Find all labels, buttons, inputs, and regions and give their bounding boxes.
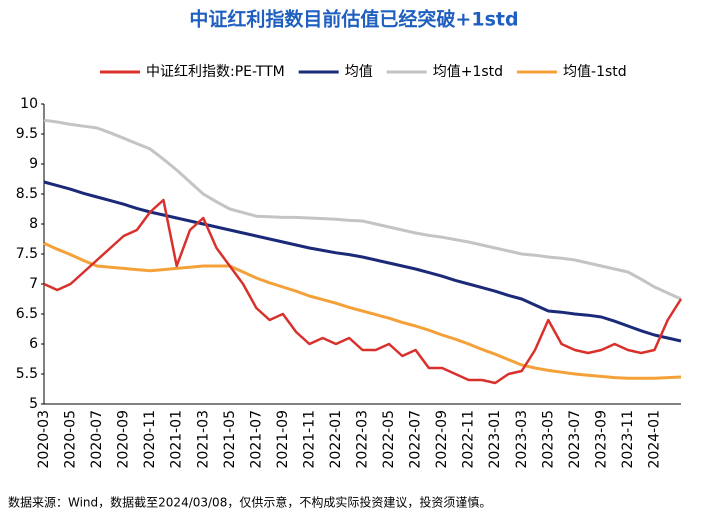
x-tick-label: 2020-07	[89, 410, 105, 469]
x-tick-label: 2022-11	[461, 410, 477, 469]
x-tick-label: 2024-01	[646, 410, 662, 469]
chart-title: 中证红利指数目前估值已经突破+1std	[189, 8, 518, 31]
x-tick-label: 2023-07	[567, 410, 583, 469]
legend-label: 均值+1std	[433, 64, 503, 80]
x-tick-label: 2021-07	[248, 410, 264, 469]
x-tick-label: 2020-05	[63, 410, 79, 469]
x-tick-label: 2023-11	[620, 410, 636, 469]
x-tick-label: 2022-05	[381, 410, 397, 469]
source-note: 数据来源：Wind，数据截至2024/03/08，仅供示意，不构成实际投资建议，…	[8, 495, 491, 510]
x-tick-label: 2020-11	[142, 410, 158, 469]
x-tick-label: 2023-05	[540, 410, 556, 469]
series-line	[43, 118, 682, 301]
y-tick-label: 9	[29, 156, 38, 172]
y-tick-label: 8	[29, 216, 38, 232]
y-tick-label: 8.5	[16, 186, 38, 202]
x-tick-label: 2023-09	[593, 410, 609, 469]
x-tick-label: 2020-03	[36, 410, 52, 469]
x-tick-label: 2022-03	[355, 410, 371, 469]
x-tick-label: 2020-09	[116, 410, 132, 469]
legend-label: 均值-1std	[563, 64, 627, 80]
x-tick-label: 2021-11	[301, 410, 317, 469]
legend-label: 均值	[345, 64, 373, 80]
y-tick-label: 9.5	[16, 126, 38, 142]
x-tick-label: 2022-09	[434, 410, 450, 469]
y-tick-label: 10	[20, 96, 38, 112]
x-tick-label: 2021-05	[222, 410, 238, 469]
series-line	[43, 241, 682, 380]
x-tick-label: 2022-01	[328, 410, 344, 469]
y-tick-label: 6	[29, 336, 38, 352]
x-tick-label: 2023-03	[514, 410, 530, 469]
y-tick-label: 6.5	[16, 306, 38, 322]
x-tick-label: 2021-09	[275, 410, 291, 469]
y-tick-label: 5.5	[16, 366, 38, 382]
x-tick-label: 2021-03	[195, 410, 211, 469]
legend-label: 中证红利指数:PE-TTM	[146, 64, 285, 80]
x-tick-label: 2021-01	[169, 410, 185, 469]
y-tick-label: 5	[29, 396, 38, 412]
y-tick-label: 7.5	[16, 246, 38, 262]
x-tick-label: 2022-07	[408, 410, 424, 469]
y-tick-label: 7	[29, 276, 38, 292]
series-line	[43, 198, 683, 385]
x-tick-label: 2023-01	[487, 410, 503, 469]
